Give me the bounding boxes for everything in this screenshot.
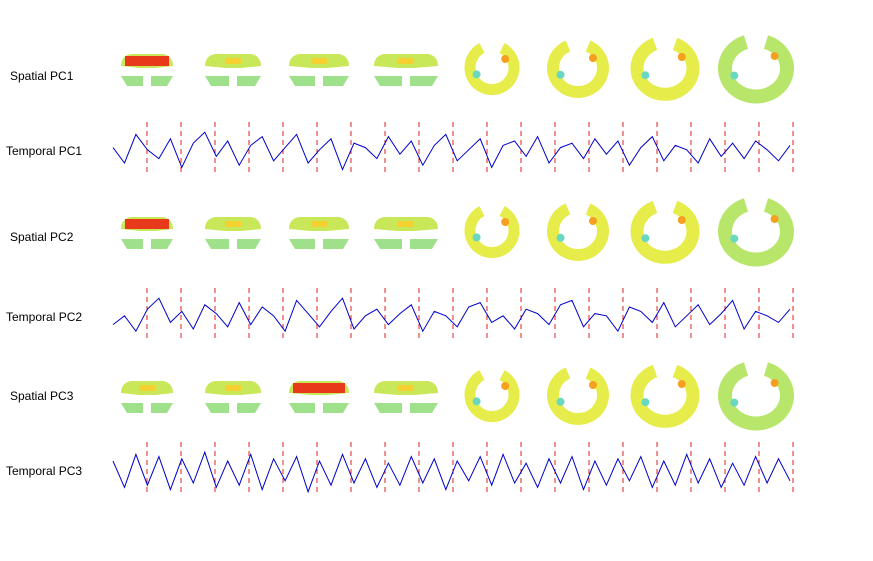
slice-patch <box>589 217 597 225</box>
slice-patch <box>770 215 779 223</box>
slice-patch <box>472 397 481 406</box>
slice-patch <box>311 221 327 227</box>
slice <box>121 217 173 249</box>
slice-patch <box>589 54 597 62</box>
slice-ring <box>718 362 794 431</box>
slice-patch <box>501 218 510 226</box>
slice-patch <box>311 58 327 64</box>
slice-patch <box>641 398 650 407</box>
slice <box>464 206 520 259</box>
slice-patch <box>556 70 565 79</box>
slice-patch <box>225 58 241 64</box>
slice-patch <box>225 221 241 227</box>
slice-bottom <box>374 403 438 413</box>
slice <box>547 203 609 261</box>
slice-patch <box>677 380 686 388</box>
slice-patch <box>472 233 481 242</box>
slice-patch <box>501 382 510 390</box>
slice-ring <box>630 200 700 264</box>
slice-patch <box>398 385 414 391</box>
slice-patch <box>139 385 155 391</box>
slice-patch <box>225 385 241 391</box>
slice <box>121 54 173 86</box>
signal-line <box>112 450 791 494</box>
slice <box>374 381 438 413</box>
row-label: Temporal PC1 <box>6 144 82 158</box>
slice-ring <box>718 35 794 104</box>
slice-patch <box>677 53 686 61</box>
slice-patch <box>770 379 779 387</box>
slice <box>374 54 438 86</box>
row-label: Temporal PC3 <box>6 464 82 478</box>
slice-patch <box>770 52 779 60</box>
slice-bottom <box>289 239 349 249</box>
slice-hot <box>125 56 169 66</box>
slice-hot <box>125 219 169 229</box>
slice-bottom <box>205 239 261 249</box>
slice-bottom <box>205 403 261 413</box>
signal-line <box>112 297 791 333</box>
slice <box>205 54 261 86</box>
slice-ring <box>547 367 609 425</box>
slice <box>630 37 700 101</box>
slice-bottom <box>121 403 173 413</box>
slice-patch <box>677 216 686 224</box>
slice-ring <box>630 37 700 101</box>
slice-patch <box>641 71 650 80</box>
slice <box>630 364 700 428</box>
slice-patch <box>472 70 481 79</box>
slice-patch <box>556 397 565 406</box>
slice <box>289 381 349 413</box>
slice <box>630 200 700 264</box>
slice-patch <box>501 55 510 63</box>
slice-hot <box>293 383 345 393</box>
slice-bottom <box>374 239 438 249</box>
slice-ring <box>630 364 700 428</box>
signal-line <box>112 131 791 171</box>
slice-bottom <box>205 76 261 86</box>
slice <box>464 43 520 96</box>
slice-ring <box>464 206 520 259</box>
slice <box>547 40 609 98</box>
slice <box>718 198 794 267</box>
slice-bottom <box>289 76 349 86</box>
slice-ring <box>547 40 609 98</box>
slice-ring <box>464 43 520 96</box>
slice <box>289 54 349 86</box>
slice-patch <box>398 58 414 64</box>
slice <box>547 367 609 425</box>
slice-ring <box>464 370 520 423</box>
slice <box>289 217 349 249</box>
slice-bottom <box>121 76 173 86</box>
slice-patch <box>589 381 597 389</box>
slice-patch <box>398 221 414 227</box>
slice-bottom <box>121 239 173 249</box>
row-label: Temporal PC2 <box>6 310 82 324</box>
slice <box>121 381 173 413</box>
row-label: Spatial PC1 <box>10 69 74 83</box>
slice <box>374 217 438 249</box>
row-label: Spatial PC2 <box>10 230 74 244</box>
slice-ring <box>718 198 794 267</box>
slice <box>464 370 520 423</box>
slice <box>718 362 794 431</box>
slice-patch <box>556 233 565 242</box>
slice-patch <box>641 234 650 243</box>
slice <box>205 217 261 249</box>
slice-ring <box>547 203 609 261</box>
slice-bottom <box>289 403 349 413</box>
slice-bottom <box>374 76 438 86</box>
row-label: Spatial PC3 <box>10 389 74 403</box>
slice <box>718 35 794 104</box>
slice-patch <box>730 234 739 243</box>
slice <box>205 381 261 413</box>
slice-patch <box>730 71 739 80</box>
slice-patch <box>730 398 739 407</box>
